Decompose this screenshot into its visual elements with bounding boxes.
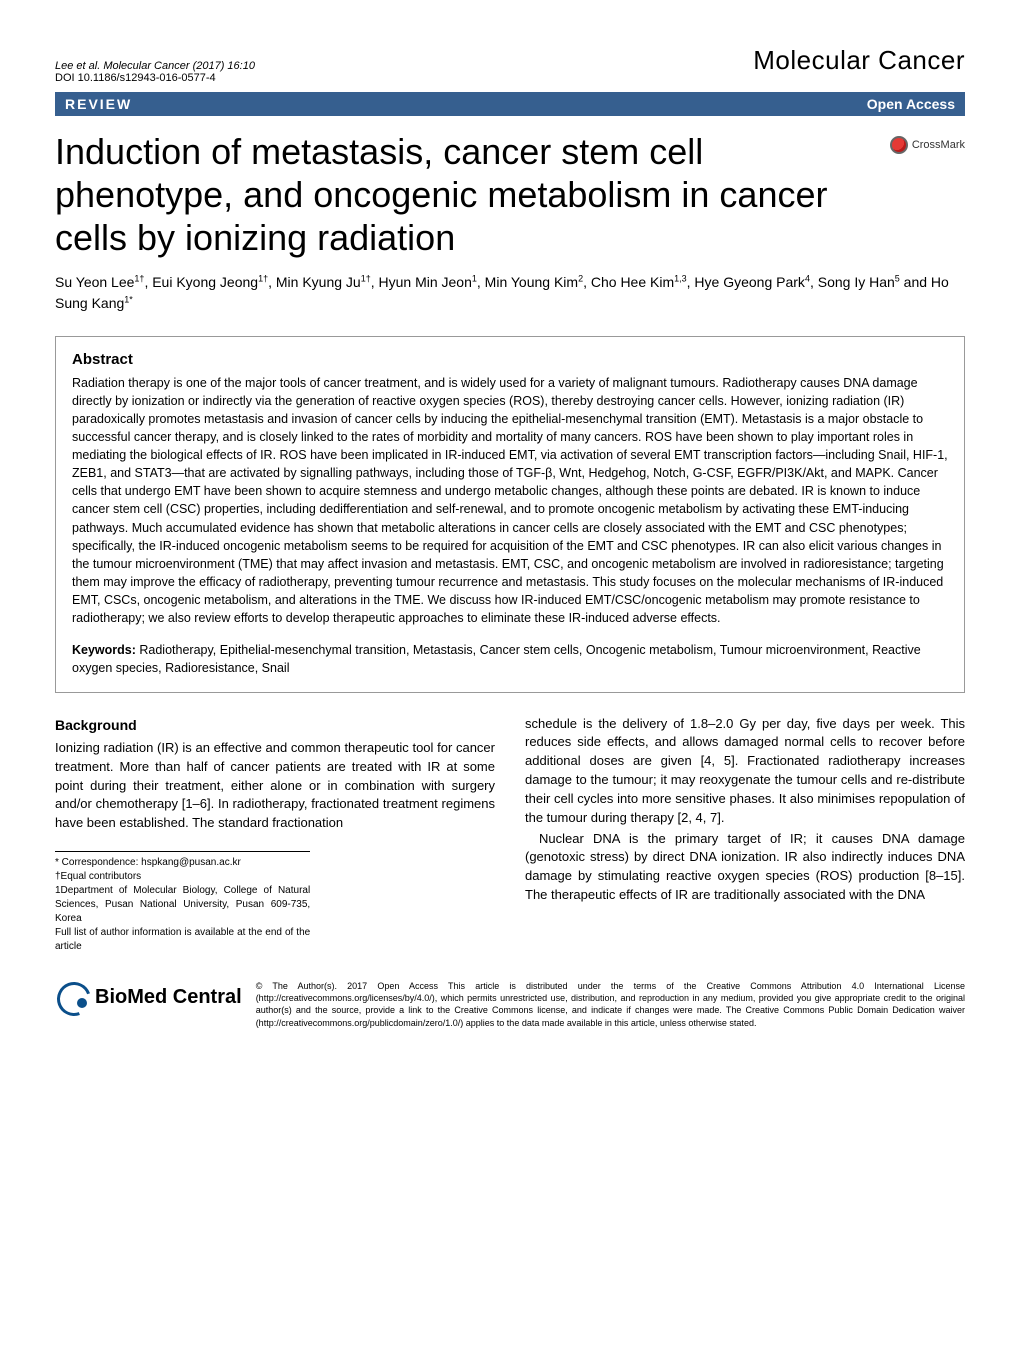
title-row: Induction of metastasis, cancer stem cel… <box>55 130 965 260</box>
crossmark-icon <box>890 136 908 154</box>
keywords-label: Keywords: <box>72 643 136 657</box>
keywords-text: Radiotherapy, Epithelial-mesenchymal tra… <box>72 643 921 675</box>
right-column: schedule is the delivery of 1.8–2.0 Gy p… <box>525 715 965 955</box>
bmc-icon <box>55 980 89 1014</box>
body-paragraph-1: Ionizing radiation (IR) is an effective … <box>55 739 495 833</box>
article-type-label: REVIEW <box>65 96 132 112</box>
page: Lee et al. Molecular Cancer (2017) 16:10… <box>0 0 1020 1074</box>
bmc-rest: Central <box>167 986 241 1008</box>
authors-list: Su Yeon Lee1†, Eui Kyong Jeong1†, Min Ky… <box>55 272 965 314</box>
footnotes: * Correspondence: hspkang@pusan.ac.kr †E… <box>55 851 310 954</box>
background-heading: Background <box>55 715 495 735</box>
bmc-bold: BioMed <box>95 986 167 1008</box>
full-author-info: Full list of author information is avail… <box>55 926 310 954</box>
equal-contributors: †Equal contributors <box>55 870 310 884</box>
biomed-central-logo: BioMed Central <box>55 980 242 1014</box>
left-column: Background Ionizing radiation (IR) is an… <box>55 715 495 955</box>
crossmark-label: CrossMark <box>912 139 965 151</box>
article-title: Induction of metastasis, cancer stem cel… <box>55 130 874 260</box>
article-type-banner: REVIEW Open Access <box>55 92 965 116</box>
open-access-label: Open Access <box>867 96 955 112</box>
journal-name: Molecular Cancer <box>753 45 965 76</box>
abstract-box: Abstract Radiation therapy is one of the… <box>55 336 965 693</box>
correspondence: * Correspondence: hspkang@pusan.ac.kr <box>55 856 310 870</box>
citation: Lee et al. Molecular Cancer (2017) 16:10 <box>55 60 255 72</box>
bmc-text: BioMed Central <box>95 986 242 1009</box>
body-paragraph-2: schedule is the delivery of 1.8–2.0 Gy p… <box>525 715 965 828</box>
crossmark-badge[interactable]: CrossMark <box>890 136 965 154</box>
license-text: © The Author(s). 2017 Open Access This a… <box>256 980 965 1029</box>
body-paragraph-3: Nuclear DNA is the primary target of IR;… <box>525 830 965 905</box>
keywords-line: Keywords: Radiotherapy, Epithelial-mesen… <box>72 641 948 677</box>
abstract-text: Radiation therapy is one of the major to… <box>72 374 948 628</box>
footer: BioMed Central © The Author(s). 2017 Ope… <box>55 980 965 1029</box>
body-columns: Background Ionizing radiation (IR) is an… <box>55 715 965 955</box>
department: 1Department of Molecular Biology, Colleg… <box>55 884 310 926</box>
header-left: Lee et al. Molecular Cancer (2017) 16:10… <box>55 60 255 84</box>
abstract-heading: Abstract <box>72 351 948 368</box>
doi: DOI 10.1186/s12943-016-0577-4 <box>55 72 255 84</box>
header-row: Lee et al. Molecular Cancer (2017) 16:10… <box>55 45 965 84</box>
